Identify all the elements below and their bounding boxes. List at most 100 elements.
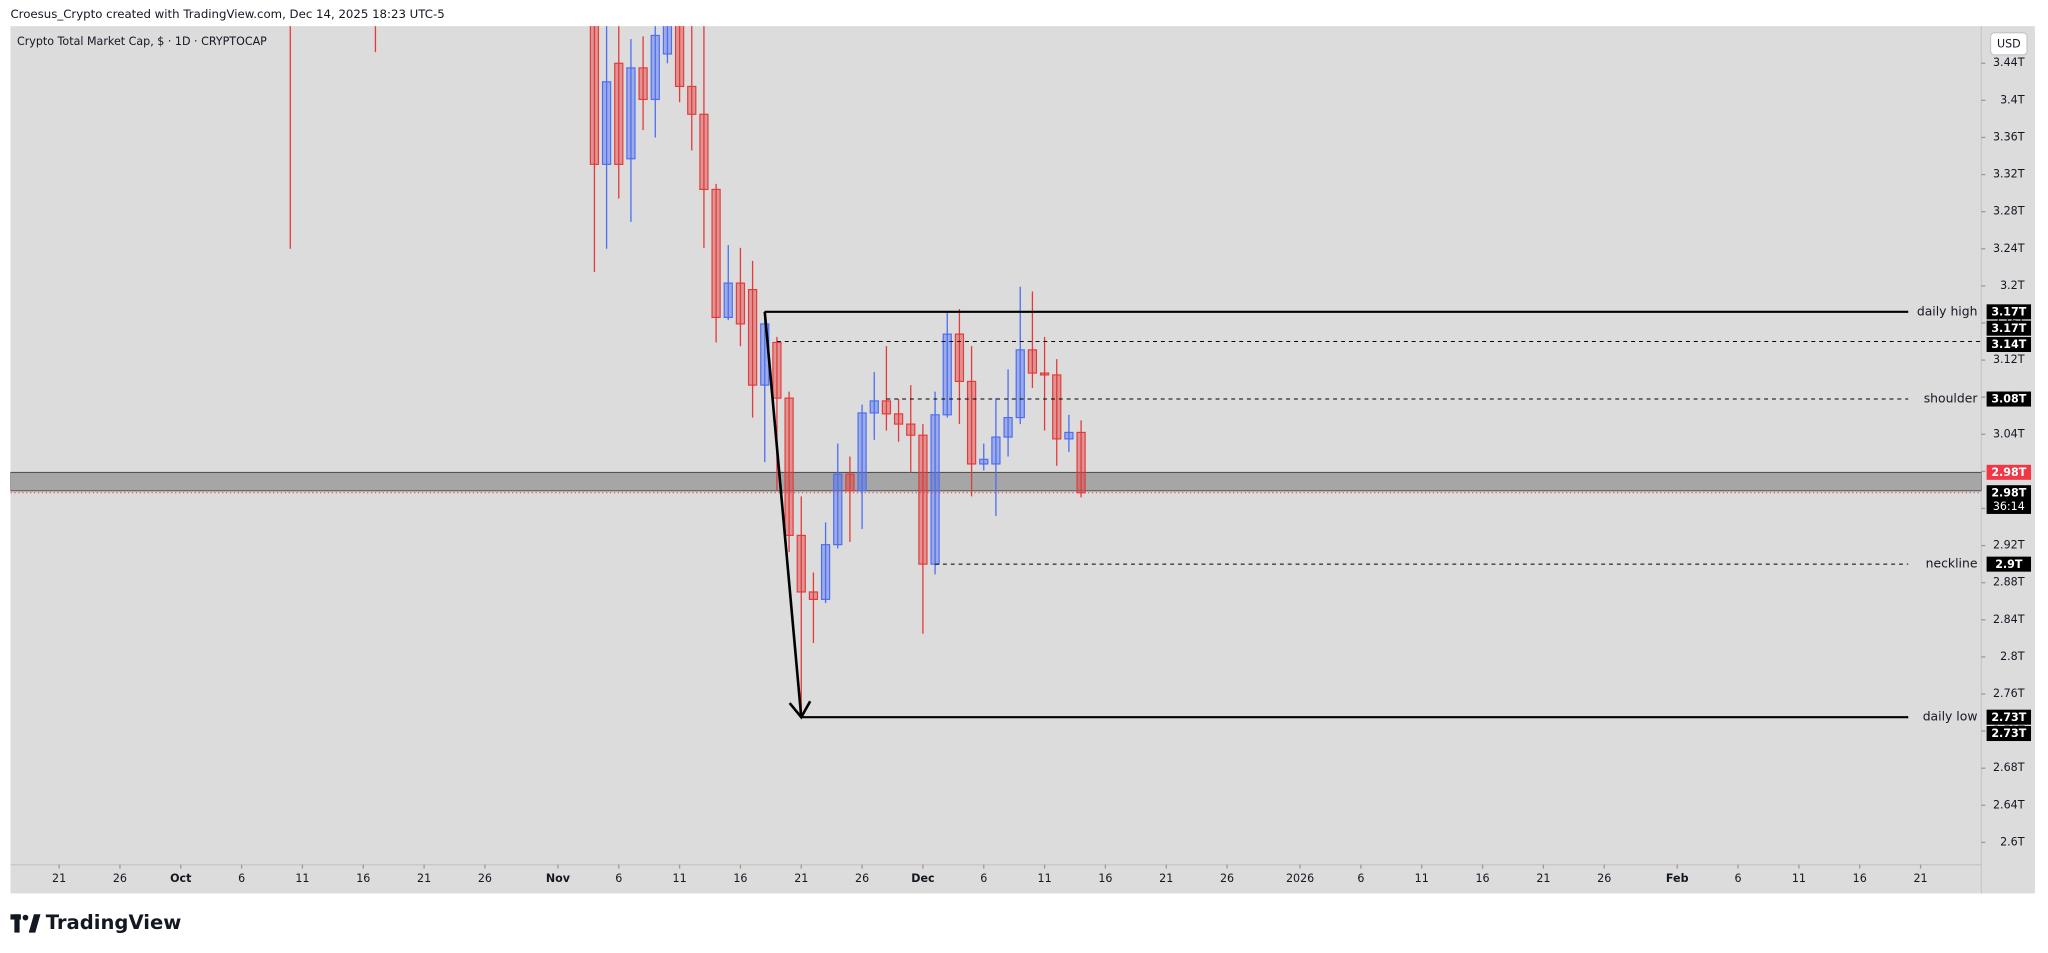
x-tick-label: 11 bbox=[1415, 872, 1429, 885]
x-tick-label: 11 bbox=[1038, 872, 1052, 885]
candle-body bbox=[881, 400, 892, 415]
arrow-line bbox=[763, 311, 803, 718]
price-tag bbox=[1986, 304, 2032, 320]
x-tick-label: 16 bbox=[1098, 872, 1112, 885]
candle-body bbox=[796, 534, 806, 593]
candle-body bbox=[893, 413, 904, 425]
candle-body bbox=[650, 34, 660, 101]
y-tick-label: 2.92T bbox=[1993, 539, 2025, 552]
candle-body bbox=[747, 288, 758, 386]
candle-body bbox=[1039, 372, 1050, 376]
x-tick-label: Feb bbox=[1666, 872, 1689, 885]
x-tick-label: 2026 bbox=[1286, 872, 1314, 885]
x-tick-label: 26 bbox=[855, 872, 869, 885]
candle-body bbox=[808, 591, 819, 600]
x-tick-label: 11 bbox=[673, 872, 687, 885]
currency[interactable]: USD bbox=[1997, 37, 2021, 50]
logo-icon bbox=[10, 914, 41, 933]
x-tick-label: Oct bbox=[170, 872, 192, 885]
candle-body bbox=[687, 85, 697, 115]
x-tick-label: 16 bbox=[356, 872, 370, 885]
candle-body bbox=[979, 458, 989, 465]
y-tick-label: 3.36T bbox=[1993, 130, 2025, 143]
x-tick-label: 21 bbox=[52, 872, 66, 885]
candle-body bbox=[966, 380, 977, 465]
candle-body bbox=[784, 397, 794, 536]
price-tag bbox=[1986, 464, 2032, 480]
candle-body bbox=[845, 473, 855, 492]
price-tag bbox=[1986, 709, 2032, 725]
candle-body bbox=[601, 81, 612, 165]
price-tag bbox=[1986, 726, 2032, 742]
candle-body bbox=[869, 400, 879, 414]
y-tick-label: 2.8T bbox=[2000, 650, 2025, 663]
x-tick-label: 21 bbox=[417, 872, 431, 885]
x-tick-label: 16 bbox=[1853, 872, 1867, 885]
price-tag-label: 2.98T bbox=[1991, 466, 2026, 479]
logo-text: TradingView bbox=[46, 911, 182, 934]
x-tick-label: 21 bbox=[794, 872, 808, 885]
candle-body bbox=[699, 113, 709, 190]
price-tag-label: 2.98T bbox=[1991, 486, 2026, 499]
level-label: neckline bbox=[1926, 556, 1978, 571]
candle-body bbox=[772, 341, 782, 399]
y-tick-label: 3.44T bbox=[1993, 56, 2025, 69]
candle-body bbox=[1003, 416, 1013, 438]
candle-body bbox=[662, 26, 673, 55]
y-tick-label: 2.76T bbox=[1993, 687, 2025, 700]
x-tick-label: 21 bbox=[1159, 872, 1173, 885]
x-tick-label: 26 bbox=[113, 872, 127, 885]
x-tick-label: 26 bbox=[1220, 872, 1234, 885]
candle-body bbox=[626, 67, 636, 160]
price-tag bbox=[1986, 485, 2032, 514]
candle-body bbox=[1076, 431, 1086, 494]
candle-body bbox=[918, 434, 928, 565]
candle-body bbox=[735, 282, 746, 325]
candle-body bbox=[674, 26, 685, 88]
candle-body bbox=[711, 188, 721, 318]
candle-body bbox=[638, 67, 648, 101]
x-tick-label: 11 bbox=[1792, 872, 1806, 885]
y-tick-label: 2.64T bbox=[1993, 798, 2025, 811]
y-axis-strip bbox=[1981, 26, 2035, 894]
x-tick-label: 21 bbox=[1536, 872, 1550, 885]
price-tag-label: 3.17T bbox=[1991, 305, 2026, 318]
x-tick-label: 16 bbox=[733, 872, 747, 885]
price-tag-countdown: 36:14 bbox=[1993, 500, 2025, 513]
y-tick-label: 2.68T bbox=[1993, 761, 2025, 774]
y-tick-label: 3.32T bbox=[1993, 168, 2025, 181]
y-tick-label: 3.12T bbox=[1993, 353, 2025, 366]
price-tag-label: 2.73T bbox=[1991, 711, 2026, 724]
price-tag-label: 2.73T bbox=[1991, 727, 2026, 740]
candle-body bbox=[723, 282, 733, 318]
arrow-head bbox=[788, 700, 812, 720]
x-tick-label: 6 bbox=[980, 872, 987, 885]
currency-box[interactable] bbox=[1989, 32, 2028, 56]
x-tick-label: 26 bbox=[1597, 872, 1611, 885]
y-tick-label: 3.2T bbox=[2000, 279, 2025, 292]
x-axis-strip bbox=[10, 864, 1982, 894]
plot bbox=[10, 26, 1982, 720]
candle-body bbox=[930, 414, 940, 565]
level-label: daily high bbox=[1917, 303, 1978, 318]
candle-body bbox=[820, 544, 831, 600]
candle-body bbox=[906, 423, 916, 436]
credit: Croesus_Crypto created with TradingView.… bbox=[10, 7, 444, 21]
x-tick-label: 21 bbox=[1913, 872, 1927, 885]
candle-body bbox=[1015, 349, 1025, 419]
x-tick-label: 6 bbox=[615, 872, 622, 885]
x-tick-label: 11 bbox=[295, 872, 309, 885]
price-tag bbox=[1986, 391, 2032, 407]
candle-body bbox=[954, 333, 965, 382]
x-tick-label: 6 bbox=[1735, 872, 1742, 885]
price-tag bbox=[1986, 336, 2032, 353]
level-label: shoulder bbox=[1924, 391, 1979, 406]
candle-body bbox=[942, 333, 952, 416]
price-tag bbox=[1986, 556, 2032, 572]
x-tick-label: Dec bbox=[911, 872, 934, 885]
price-tag-label: 3.08T bbox=[1991, 393, 2026, 406]
candle-body bbox=[1064, 431, 1074, 440]
y-tick-label: 3.24T bbox=[1993, 242, 2025, 255]
x-tick-label: 6 bbox=[238, 872, 245, 885]
y-tick-label: 3.04T bbox=[1993, 427, 2025, 440]
